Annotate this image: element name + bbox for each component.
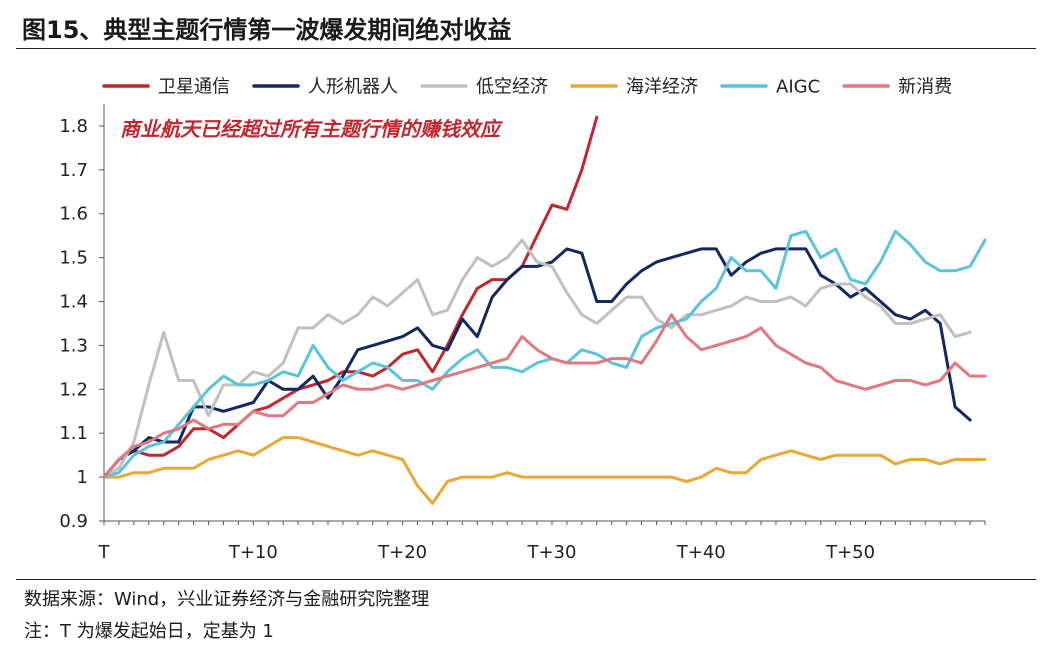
series-line-低空经济	[102, 238, 972, 479]
series-line-AIGC	[102, 229, 987, 479]
series-line-新消费	[102, 313, 987, 479]
y-tick-label: 1.8	[59, 116, 88, 137]
legend-label: 低空经济	[476, 77, 548, 98]
x-tick-label: T+10	[228, 542, 278, 563]
legend-label: 卫星通信	[158, 77, 230, 98]
legend: 卫星通信 人形机器人 低空经济 海洋经济 AIGC 新消费	[102, 77, 952, 98]
bottom-rule	[16, 579, 1036, 580]
y-tick-label: 1.2	[59, 379, 88, 400]
y-tick-label: 0.9	[59, 511, 88, 532]
y-tick-label: 1.7	[59, 160, 88, 181]
legend-label: AIGC	[776, 77, 820, 98]
legend-label: 人形机器人	[308, 77, 398, 98]
x-tick-label: T+40	[676, 542, 726, 563]
footnote: 注：T 为爆发起始日，定基为 1	[24, 621, 274, 642]
x-tick-label: T+50	[825, 542, 875, 563]
figure-title: 图15、典型主题行情第一波爆发期间绝对收益	[22, 16, 512, 44]
legend-label: 新消费	[898, 77, 952, 98]
y-tick-label: 1.3	[59, 335, 88, 356]
series-line-海洋经济	[102, 436, 987, 505]
source-note: 数据来源：Wind，兴业证券经济与金融研究院整理	[24, 589, 430, 610]
y-tick-label: 1.4	[59, 292, 88, 313]
x-tick-label: T	[98, 542, 111, 563]
y-tick-label: 1.6	[59, 204, 88, 225]
x-tick-label: T+30	[526, 542, 576, 563]
y-tick-label: 1.5	[59, 248, 88, 269]
y-tick-label: 1.1	[59, 423, 88, 444]
x-tick-label: T+20	[377, 542, 427, 563]
axes: 0.9 1 1.1 1.2 1.3 1.4 1.5 1.6 1.7 1.8 T T+10 T+20 T+3…	[59, 104, 986, 563]
series-line-人形机器人	[102, 247, 972, 479]
series-lines	[102, 115, 987, 505]
y-tick-label: 1	[77, 467, 88, 488]
top-rule	[16, 48, 1036, 49]
legend-label: 海洋经济	[626, 77, 698, 98]
chart-annotation: 商业航天已经超过所有主题行情的赚钱效应	[120, 117, 503, 141]
